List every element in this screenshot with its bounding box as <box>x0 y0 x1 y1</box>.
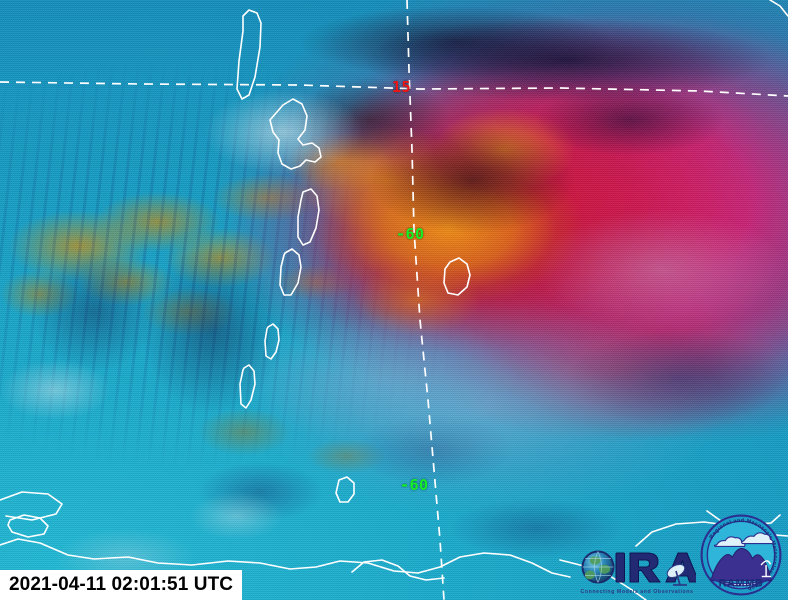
cira-wordmark <box>615 552 696 583</box>
latitude-label-15: 15 <box>392 78 412 96</box>
rammb-satellite-dish-icon <box>760 560 772 578</box>
rammb-logo: Regional and Mesoscale Meteorology Branc… <box>700 514 782 596</box>
cira-tagline: Connecting Models and Observations <box>581 589 694 595</box>
cira-letter-r <box>629 552 661 583</box>
cira-satellite-dish-icon <box>666 563 687 586</box>
rammb-cloud-icon <box>713 532 774 547</box>
longitude-label-60w-lower: -60 <box>400 476 429 494</box>
cira-globe-landmass <box>584 556 611 580</box>
rammb-mountain-icon <box>710 547 772 582</box>
cira-letter-i <box>615 552 625 583</box>
timestamp-label: 2021-04-11 02:01:51 UTC <box>0 570 243 600</box>
logo-group: Connecting Models and Observations Regio… <box>578 512 784 598</box>
cira-globe-meridian <box>582 551 614 583</box>
cira-logo: Connecting Models and Observations <box>581 550 696 595</box>
rammb-banner <box>709 577 773 587</box>
rammb-wordmark: RAMMB <box>719 578 764 590</box>
longitude-label-60w-upper: -60 <box>396 225 425 243</box>
